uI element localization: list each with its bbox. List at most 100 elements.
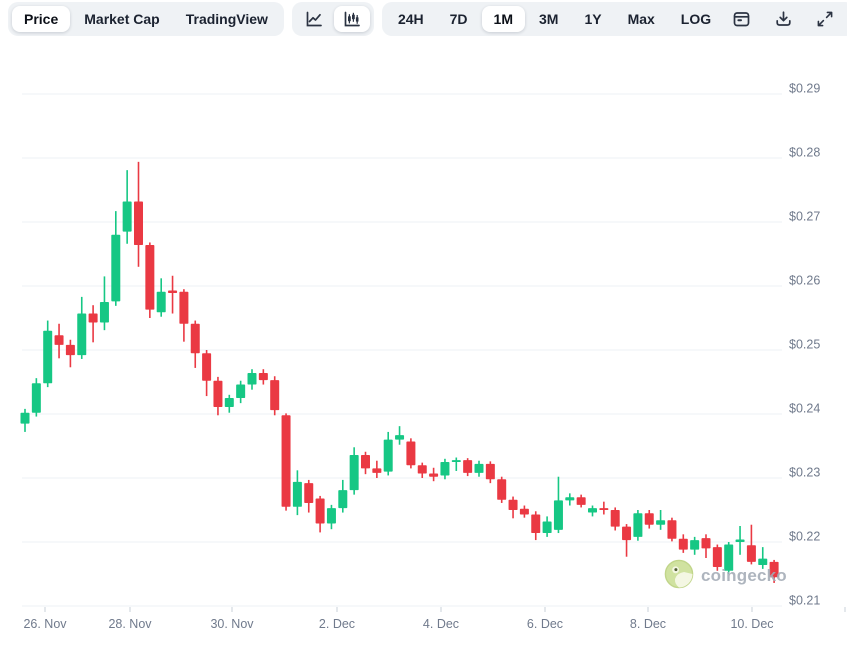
candle-body xyxy=(474,463,484,473)
candle-body xyxy=(88,313,98,323)
candle-body xyxy=(440,462,450,476)
candle-body xyxy=(690,540,700,550)
candle-body xyxy=(168,290,178,294)
candle-body xyxy=(372,468,382,473)
candle-body xyxy=(361,454,370,469)
y-axis-label: $0.24 xyxy=(789,402,820,416)
candle-body xyxy=(77,313,87,356)
tab-price[interactable]: Price xyxy=(12,6,71,32)
download-button[interactable] xyxy=(767,6,799,32)
candle-body xyxy=(190,323,200,354)
candle-body xyxy=(315,498,325,524)
candle-body xyxy=(667,520,677,539)
x-axis-label: 4. Dec xyxy=(423,617,459,631)
y-axis-label: $0.22 xyxy=(789,530,820,544)
candle-body xyxy=(417,465,427,474)
range-group: 24H 7D 1M 3M 1Y Max LOG xyxy=(381,2,847,36)
candle-body xyxy=(610,510,620,527)
candle-body xyxy=(349,454,359,491)
candle-body xyxy=(247,373,257,385)
candle-body xyxy=(497,479,507,500)
candle-body xyxy=(508,499,518,510)
candle-body xyxy=(553,500,563,530)
candle-body xyxy=(134,201,143,246)
line-chart-icon xyxy=(305,11,323,28)
chart-toolbar: Price Market Cap TradingView xyxy=(8,2,847,36)
log-scale-toggle[interactable]: LOG xyxy=(669,6,723,32)
candle-body xyxy=(451,460,461,462)
candle-body xyxy=(281,415,291,507)
candle-body xyxy=(145,245,155,310)
range-7d[interactable]: 7D xyxy=(438,6,480,32)
candle-body xyxy=(758,558,768,566)
range-1m[interactable]: 1M xyxy=(481,6,525,32)
expand-icon xyxy=(816,10,834,28)
candle-body xyxy=(304,483,314,503)
range-3m[interactable]: 3M xyxy=(527,6,570,32)
candle-body xyxy=(383,439,393,472)
candle-body xyxy=(213,380,223,407)
candle-body xyxy=(406,441,416,466)
candle-body xyxy=(122,201,132,232)
candle-body xyxy=(712,547,722,567)
range-1y[interactable]: 1Y xyxy=(572,6,613,32)
x-axis-label: 30. Nov xyxy=(210,617,254,631)
candle-body xyxy=(65,344,75,356)
candle-body xyxy=(542,521,552,534)
candle-body xyxy=(769,561,779,578)
tab-tradingview[interactable]: TradingView xyxy=(174,6,280,32)
x-axis-label: 26. Nov xyxy=(23,617,67,631)
candle-body xyxy=(656,520,666,525)
candlestick-chart-icon xyxy=(343,11,361,28)
tab-market-cap[interactable]: Market Cap xyxy=(72,6,171,32)
candle-body xyxy=(258,373,268,381)
candle-body xyxy=(485,463,495,480)
candle-body xyxy=(599,508,609,510)
candle-body xyxy=(724,544,734,571)
candle-body xyxy=(111,234,121,302)
candle-body xyxy=(292,481,302,507)
calendar-icon xyxy=(732,10,751,28)
fullscreen-button[interactable] xyxy=(809,6,841,32)
x-axis-label: 10. Dec xyxy=(730,617,773,631)
calendar-button[interactable] xyxy=(725,6,757,32)
y-axis-label: $0.25 xyxy=(789,338,820,352)
y-axis-label: $0.27 xyxy=(789,210,820,224)
candle-body xyxy=(565,497,575,501)
candle-body xyxy=(463,460,473,473)
x-axis-label: 8. Dec xyxy=(630,617,666,631)
candle-body xyxy=(531,514,541,534)
range-max[interactable]: Max xyxy=(616,6,667,32)
y-axis-label: $0.29 xyxy=(789,82,820,96)
candle-body xyxy=(633,513,643,537)
candle-body xyxy=(395,435,405,440)
price-candlestick-chart[interactable]: $0.29 $0.28 $0.27 $0.26 $0.25 $0.24 $0.23 $0.22… xyxy=(0,40,847,642)
candle-body xyxy=(735,539,745,542)
candle-body xyxy=(622,526,632,541)
candle-body xyxy=(746,545,756,562)
range-24h[interactable]: 24H xyxy=(386,6,436,32)
candle-body xyxy=(99,302,109,323)
candle-body xyxy=(202,353,212,381)
candle-body xyxy=(270,380,280,411)
candlestick-chart-button[interactable] xyxy=(333,6,370,32)
candle-body xyxy=(588,508,597,513)
candle-body xyxy=(54,335,64,345)
toolbar-icon-group xyxy=(725,6,847,32)
chart-type-group xyxy=(291,2,374,36)
candle-body xyxy=(519,508,529,515)
download-icon xyxy=(774,10,793,28)
candle-body xyxy=(156,291,166,313)
chart-canvas[interactable]: $0.29 $0.28 $0.27 $0.26 $0.25 $0.24 $0.23 $0.22… xyxy=(0,40,847,642)
line-chart-button[interactable] xyxy=(296,6,332,32)
y-axis-label: $0.21 xyxy=(789,594,820,608)
x-axis-label: 6. Dec xyxy=(527,617,563,631)
candle-body xyxy=(701,538,711,549)
candle-body xyxy=(179,291,189,324)
candle-body xyxy=(224,398,234,407)
candle-body xyxy=(644,513,654,525)
candle-body xyxy=(429,473,439,477)
candle-body xyxy=(338,490,348,509)
x-axis-label: 28. Nov xyxy=(108,617,152,631)
candle-body xyxy=(326,508,336,524)
